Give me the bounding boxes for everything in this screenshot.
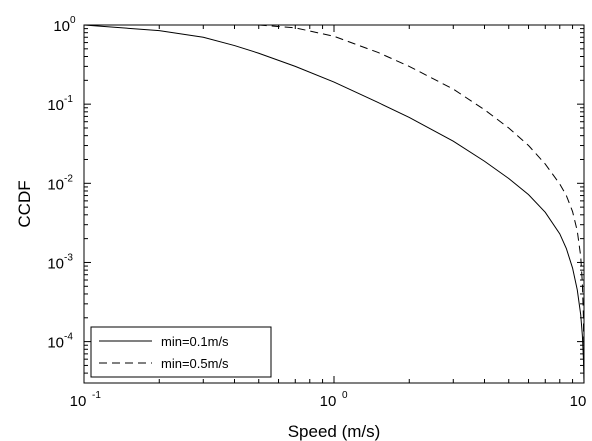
- series-layer: [83, 24, 585, 384]
- x-axis-label: Speed (m/s): [288, 422, 381, 441]
- y-tick-exponent: -1: [64, 94, 73, 105]
- tick-labels: 10-110010110010-110-210-310-4: [47, 15, 587, 410]
- y-tick-label: 10: [53, 18, 70, 35]
- x-tick-exponent: 0: [342, 390, 348, 401]
- y-tick-label: 10: [47, 97, 64, 114]
- legend-label-series-1: min=0.1m/s: [161, 334, 229, 349]
- plot-area: [83, 24, 585, 384]
- series-line-1: [83, 24, 585, 384]
- y-tick-label: 10: [47, 255, 64, 272]
- x-tick-label: 10: [570, 393, 587, 410]
- y-axis-label: CCDF: [15, 180, 34, 227]
- y-tick-exponent: -4: [64, 332, 73, 343]
- legend: min=0.1m/s min=0.5m/s: [90, 326, 272, 378]
- axis-ticks: [83, 25, 584, 384]
- x-tick-exponent: -1: [92, 390, 101, 401]
- y-tick-label: 10: [47, 335, 64, 352]
- y-tick-exponent: -2: [64, 173, 73, 184]
- legend-box: [90, 326, 272, 378]
- y-tick-exponent: 0: [70, 15, 76, 26]
- y-tick-label: 10: [47, 176, 64, 193]
- series-line-2: [258, 24, 585, 384]
- x-tick-label: 10: [70, 393, 87, 410]
- y-tick-exponent: -3: [64, 252, 73, 263]
- x-tick-label: 10: [320, 393, 337, 410]
- legend-label-series-2: min=0.5m/s: [161, 356, 229, 371]
